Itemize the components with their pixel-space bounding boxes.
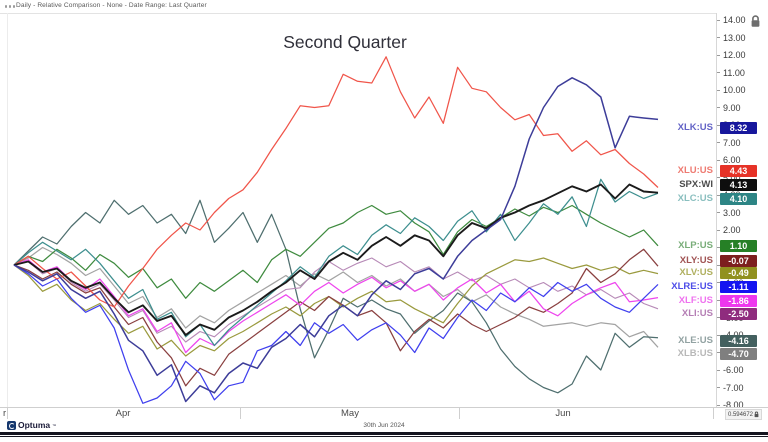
x-axis-divider [240, 408, 241, 419]
x-axis-month-apr[interactable]: Apr [115, 408, 131, 419]
bottom-rule [0, 432, 768, 435]
x-axis-divider [459, 408, 460, 419]
x-axis-month-r[interactable]: r [3, 408, 7, 419]
x-axis-month-jun[interactable]: Jun [555, 408, 571, 419]
series-label-xlu[interactable]: XLU:US [677, 165, 713, 176]
series-value-xlf[interactable]: -1.86 [720, 295, 757, 307]
series-line-xlf[interactable] [13, 259, 659, 354]
series-label-xli[interactable]: XLI:US [681, 308, 713, 319]
window-title: Daily - Relative Comparison - None - Dat… [16, 2, 207, 9]
series-label-xle[interactable]: XLE:US [678, 335, 713, 346]
axis-lock-icon[interactable] [750, 15, 761, 33]
series-line-xli[interactable] [13, 257, 659, 343]
trademark: ™ [52, 423, 57, 428]
series-value-spx[interactable]: 4.13 [720, 179, 757, 191]
series-value-xlu[interactable]: 4.43 [720, 165, 757, 177]
series-label-xlk[interactable]: XLK:US [677, 122, 713, 133]
series-value-xlv[interactable]: -0.49 [720, 267, 757, 279]
series-line-xlu[interactable] [13, 56, 659, 308]
series-line-xlc[interactable] [13, 178, 659, 347]
series-value-xlre[interactable]: -1.11 [720, 281, 757, 293]
status-footer: Optuma ™ 30th Jun 2024 [0, 419, 768, 432]
series-label-xlf[interactable]: XLF:US [678, 295, 713, 306]
window-titlebar: Daily - Relative Comparison - None - Dat… [0, 0, 768, 14]
series-value-xlb[interactable]: -4.70 [720, 348, 757, 360]
bottom-rule-thin [0, 436, 768, 437]
series-line-xlp[interactable] [13, 204, 659, 299]
x-axis-divider [7, 408, 8, 419]
mini-lock-icon [754, 411, 759, 418]
footer-date: 30th Jun 2024 [363, 422, 405, 429]
series-line-xly[interactable] [13, 248, 659, 387]
grip-icon[interactable] [5, 4, 18, 9]
x-axis-divider [713, 408, 714, 419]
series-value-xlp[interactable]: 1.10 [720, 240, 757, 252]
series-line-xle[interactable] [13, 199, 659, 394]
series-value-xlk[interactable]: 8.32 [720, 122, 757, 134]
series-label-xlc[interactable]: XLC:US [677, 193, 713, 204]
scale-readout[interactable]: 0.594672 [724, 409, 762, 420]
optuma-logo[interactable]: Optuma ™ [7, 420, 56, 431]
series-value-xly[interactable]: -0.07 [720, 255, 757, 267]
series-label-xlp[interactable]: XLP:US [678, 240, 713, 251]
optuma-logo-mark [7, 421, 16, 430]
series-line-xlv[interactable] [13, 257, 659, 357]
chart-title: Second Quarter [283, 32, 407, 52]
scale-value: 0.594672 [727, 411, 753, 418]
plot-left-border [7, 13, 8, 419]
x-axis-month-may[interactable]: May [341, 408, 359, 419]
series-line-xlre[interactable] [13, 264, 659, 404]
series-value-xli[interactable]: -2.50 [720, 308, 757, 320]
series-label-xly[interactable]: XLY:US [679, 255, 713, 266]
series-line-xlk[interactable] [13, 77, 659, 403]
series-label-spx[interactable]: SPX:WI [679, 179, 713, 190]
series-value-xle[interactable]: -4.16 [720, 335, 757, 347]
series-line-spx[interactable] [13, 183, 659, 336]
series-label-xlv[interactable]: XLV:US [679, 267, 713, 278]
series-line-xlb[interactable] [13, 246, 659, 348]
series-value-xlc[interactable]: 4.10 [720, 193, 757, 205]
series-label-xlb[interactable]: XLB:US [677, 348, 713, 359]
brand-name: Optuma [18, 420, 51, 430]
series-label-xlre[interactable]: XLRE:US [671, 281, 713, 292]
